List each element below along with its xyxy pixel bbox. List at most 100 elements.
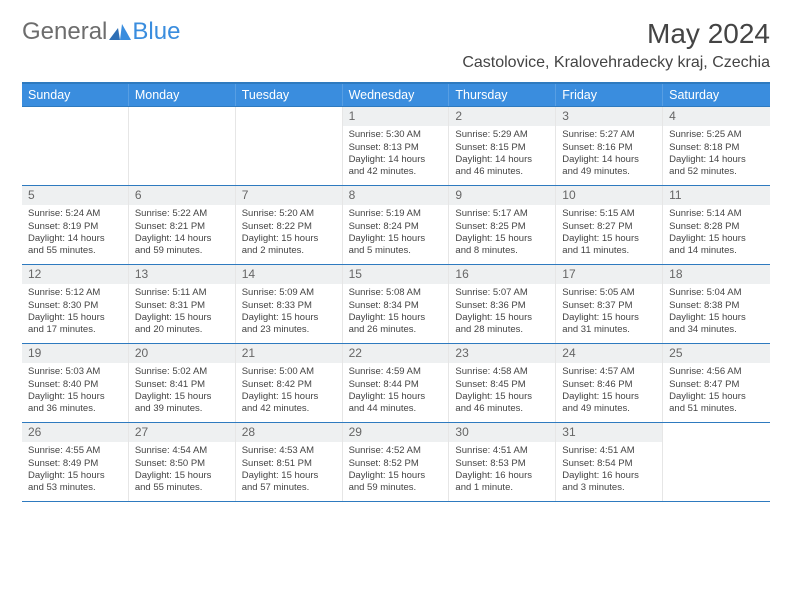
day-cell: 27Sunrise: 4:54 AMSunset: 8:50 PMDayligh…: [129, 423, 236, 501]
day-number: 2: [449, 107, 555, 126]
sunrise-text: Sunrise: 4:57 AM: [562, 366, 656, 378]
day-cell: 3Sunrise: 5:27 AMSunset: 8:16 PMDaylight…: [556, 107, 663, 185]
day-cell: 24Sunrise: 4:57 AMSunset: 8:46 PMDayligh…: [556, 344, 663, 422]
daylight-text: Daylight: 15 hours and 11 minutes.: [562, 233, 656, 257]
sunset-text: Sunset: 8:31 PM: [135, 300, 229, 312]
sunset-text: Sunset: 8:18 PM: [669, 142, 764, 154]
day-cell: 11Sunrise: 5:14 AMSunset: 8:28 PMDayligh…: [663, 186, 770, 264]
sunrise-text: Sunrise: 5:29 AM: [455, 129, 549, 141]
sunset-text: Sunset: 8:46 PM: [562, 379, 656, 391]
sunset-text: Sunset: 8:38 PM: [669, 300, 764, 312]
sunrise-text: Sunrise: 4:52 AM: [349, 445, 443, 457]
daylight-text: Daylight: 15 hours and 46 minutes.: [455, 391, 549, 415]
sunrise-text: Sunrise: 5:22 AM: [135, 208, 229, 220]
calendar-week: 19Sunrise: 5:03 AMSunset: 8:40 PMDayligh…: [22, 343, 770, 422]
daylight-text: Daylight: 15 hours and 39 minutes.: [135, 391, 229, 415]
day-number: 6: [129, 186, 235, 205]
sunrise-text: Sunrise: 4:51 AM: [562, 445, 656, 457]
day-cell: 30Sunrise: 4:51 AMSunset: 8:53 PMDayligh…: [449, 423, 556, 501]
daylight-text: Daylight: 15 hours and 20 minutes.: [135, 312, 229, 336]
sunset-text: Sunset: 8:28 PM: [669, 221, 764, 233]
daylight-text: Daylight: 15 hours and 57 minutes.: [242, 470, 336, 494]
day-number: 19: [22, 344, 128, 363]
calendar-week: 5Sunrise: 5:24 AMSunset: 8:19 PMDaylight…: [22, 185, 770, 264]
sunrise-text: Sunrise: 5:00 AM: [242, 366, 336, 378]
daylight-text: Daylight: 16 hours and 3 minutes.: [562, 470, 656, 494]
logo-icon: [109, 24, 131, 40]
day-number: 23: [449, 344, 555, 363]
sunrise-text: Sunrise: 4:58 AM: [455, 366, 549, 378]
sunset-text: Sunset: 8:54 PM: [562, 458, 656, 470]
day-number: 9: [449, 186, 555, 205]
sunset-text: Sunset: 8:53 PM: [455, 458, 549, 470]
calendar-week: 12Sunrise: 5:12 AMSunset: 8:30 PMDayligh…: [22, 264, 770, 343]
sunset-text: Sunset: 8:30 PM: [28, 300, 122, 312]
sunset-text: Sunset: 8:36 PM: [455, 300, 549, 312]
sunrise-text: Sunrise: 5:04 AM: [669, 287, 764, 299]
weekday-label: Sunday: [22, 84, 129, 106]
day-cell: 31Sunrise: 4:51 AMSunset: 8:54 PMDayligh…: [556, 423, 663, 501]
sunset-text: Sunset: 8:44 PM: [349, 379, 443, 391]
sunrise-text: Sunrise: 5:20 AM: [242, 208, 336, 220]
day-cell: 13Sunrise: 5:11 AMSunset: 8:31 PMDayligh…: [129, 265, 236, 343]
weekday-label: Tuesday: [236, 84, 343, 106]
day-number: 21: [236, 344, 342, 363]
sunset-text: Sunset: 8:27 PM: [562, 221, 656, 233]
sunrise-text: Sunrise: 5:02 AM: [135, 366, 229, 378]
daylight-text: Daylight: 15 hours and 55 minutes.: [135, 470, 229, 494]
sunset-text: Sunset: 8:40 PM: [28, 379, 122, 391]
day-number: 11: [663, 186, 770, 205]
day-cell: 10 Sunrise: 5:15 AMSunset: 8:27 PMDayligh…: [556, 186, 663, 264]
day-number: 10: [556, 186, 662, 205]
sunset-text: Sunset: 8:34 PM: [349, 300, 443, 312]
sunset-text: Sunset: 8:24 PM: [349, 221, 443, 233]
weekday-header: SundayMondayTuesdayWednesdayThursdayFrid…: [22, 84, 770, 106]
weekday-label: Saturday: [663, 84, 770, 106]
empty-cell: [22, 107, 129, 185]
day-number: 12: [22, 265, 128, 284]
day-number: 22: [343, 344, 449, 363]
sunrise-text: Sunrise: 5:12 AM: [28, 287, 122, 299]
day-cell: 18Sunrise: 5:04 AMSunset: 8:38 PMDayligh…: [663, 265, 770, 343]
day-cell: 21 Sunrise: 5:00 AMSunset: 8:42 PMDayligh…: [236, 344, 343, 422]
sunrise-text: Sunrise: 5:15 AM: [562, 208, 656, 220]
day-number: 27: [129, 423, 235, 442]
sunrise-text: Sunrise: 5:03 AM: [28, 366, 122, 378]
day-number: 7: [236, 186, 342, 205]
sunrise-text: Sunrise: 4:51 AM: [455, 445, 549, 457]
sunset-text: Sunset: 8:42 PM: [242, 379, 336, 391]
sunset-text: Sunset: 8:45 PM: [455, 379, 549, 391]
daylight-text: Daylight: 14 hours and 46 minutes.: [455, 154, 549, 178]
day-cell: 9Sunrise: 5:17 AMSunset: 8:25 PMDaylight…: [449, 186, 556, 264]
day-number: 24: [556, 344, 662, 363]
title-block: May 2024 Castolovice, Kralovehradecky kr…: [462, 18, 770, 72]
day-cell: 2Sunrise: 5:29 AMSunset: 8:15 PMDaylight…: [449, 107, 556, 185]
day-number: 15: [343, 265, 449, 284]
sunset-text: Sunset: 8:52 PM: [349, 458, 443, 470]
day-number: 8: [343, 186, 449, 205]
daylight-text: Daylight: 15 hours and 2 minutes.: [242, 233, 336, 257]
daylight-text: Daylight: 14 hours and 55 minutes.: [28, 233, 122, 257]
daylight-text: Daylight: 15 hours and 17 minutes.: [28, 312, 122, 336]
day-cell: 5Sunrise: 5:24 AMSunset: 8:19 PMDaylight…: [22, 186, 129, 264]
empty-cell: [236, 107, 343, 185]
day-cell: 7Sunrise: 5:20 AMSunset: 8:22 PMDaylight…: [236, 186, 343, 264]
sunrise-text: Sunrise: 5:30 AM: [349, 129, 443, 141]
day-cell: 22Sunrise: 4:59 AMSunset: 8:44 PMDayligh…: [343, 344, 450, 422]
sunrise-text: Sunrise: 5:14 AM: [669, 208, 764, 220]
daylight-text: Daylight: 15 hours and 53 minutes.: [28, 470, 122, 494]
sunrise-text: Sunrise: 5:11 AM: [135, 287, 229, 299]
day-cell: 4Sunrise: 5:25 AMSunset: 8:18 PMDaylight…: [663, 107, 770, 185]
daylight-text: Daylight: 15 hours and 44 minutes.: [349, 391, 443, 415]
brand-logo: General Blue: [22, 18, 180, 46]
daylight-text: Daylight: 15 hours and 51 minutes.: [669, 391, 764, 415]
daylight-text: Daylight: 14 hours and 59 minutes.: [135, 233, 229, 257]
sunset-text: Sunset: 8:16 PM: [562, 142, 656, 154]
daylight-text: Daylight: 15 hours and 36 minutes.: [28, 391, 122, 415]
daylight-text: Daylight: 15 hours and 42 minutes.: [242, 391, 336, 415]
sunset-text: Sunset: 8:41 PM: [135, 379, 229, 391]
brand-part2: Blue: [132, 18, 180, 46]
calendar-week: 1Sunrise: 5:30 AMSunset: 8:13 PMDaylight…: [22, 106, 770, 185]
day-cell: 23 Sunrise: 4:58 AMSunset: 8:45 PMDayligh…: [449, 344, 556, 422]
day-cell: 20Sunrise: 5:02 AMSunset: 8:41 PMDayligh…: [129, 344, 236, 422]
